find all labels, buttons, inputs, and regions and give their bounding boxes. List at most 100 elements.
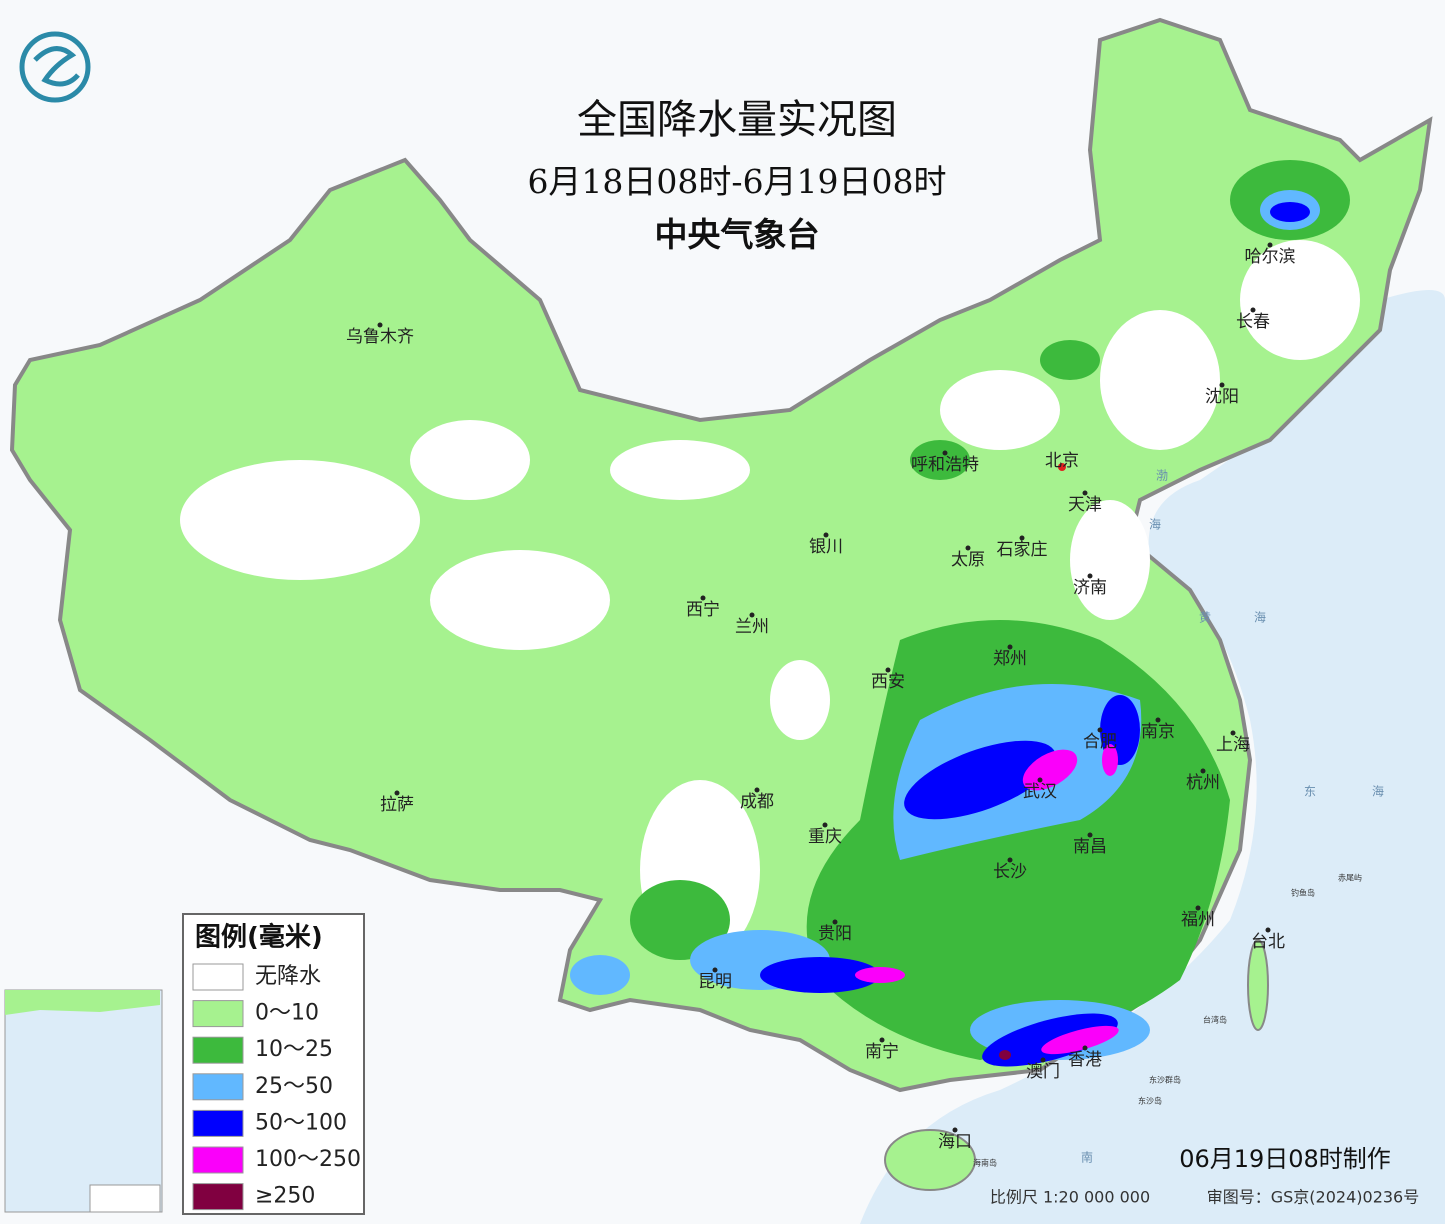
sea [860, 290, 1445, 1224]
legend-swatch [192, 1109, 244, 1137]
city-label: 上海 [1216, 735, 1250, 755]
city-dot [1037, 777, 1043, 783]
city-label: 长春 [1236, 312, 1270, 332]
city-label: 呼和浩特 [911, 455, 979, 475]
legend-label: 0～10 [255, 1001, 319, 1026]
city-label: 香港 [1068, 1050, 1102, 1070]
city-label: 成都 [740, 792, 774, 812]
city-label: 济南 [1073, 578, 1107, 598]
legend-swatch [192, 1183, 244, 1211]
legend-title: 图例(毫米) [195, 922, 323, 953]
city-dot [879, 1037, 885, 1043]
city-label: 长沙 [993, 862, 1027, 882]
legend-label: 25～50 [255, 1074, 333, 1099]
city-dot [1058, 463, 1066, 471]
city-dot [1195, 905, 1201, 911]
city-dot [754, 787, 760, 793]
city-label: 南宁 [865, 1042, 899, 1062]
city-label: 乌鲁木齐 [346, 327, 414, 347]
city-label: 西宁 [686, 600, 720, 620]
city-dot [749, 612, 755, 618]
city-dot [1097, 727, 1103, 733]
city-dot [1019, 535, 1025, 541]
city-label: 南京 [1141, 722, 1175, 742]
city-label: 拉萨 [380, 795, 414, 815]
city-dot [885, 667, 891, 673]
island-label: 赤尾屿 [1338, 874, 1362, 883]
city-dot [394, 790, 400, 796]
city-label: 台北 [1251, 932, 1285, 952]
city-label: 南昌 [1073, 837, 1107, 857]
city-label: 重庆 [808, 827, 842, 847]
city-label: 昆明 [698, 972, 732, 992]
legend-swatch [192, 1146, 244, 1174]
city-label: 贵阳 [818, 924, 852, 944]
city-dot [1155, 717, 1161, 723]
city-label: 福州 [1181, 910, 1215, 930]
city-label: 杭州 [1186, 773, 1220, 793]
city-label: 沈阳 [1205, 387, 1239, 407]
legend: 图例(毫米) 无降水 0～10 10～25 25～50 50～100 100～250 ≥25… [182, 913, 365, 1215]
sea-label: 南 [1081, 1150, 1093, 1165]
rain-100-250 [855, 744, 1119, 1055]
title: 全国降水量实况图 [577, 97, 897, 143]
legend-label: 无降水 [255, 964, 321, 989]
city-dot [1230, 730, 1236, 736]
city-dot [1250, 307, 1256, 313]
city-dot [1219, 382, 1225, 388]
city-dot [1200, 768, 1206, 774]
city-dot [1007, 644, 1013, 650]
island-label: 台湾岛 [1203, 1015, 1227, 1025]
city-dot [712, 967, 718, 973]
city-dot [952, 1127, 958, 1133]
hainan [884, 1129, 976, 1191]
city-label: 兰州 [735, 617, 769, 637]
made-time: 06月19日08时制作 [1179, 1145, 1391, 1173]
city-label: 天津 [1068, 495, 1102, 515]
legend-label: 10～25 [255, 1037, 333, 1062]
city-label: 海口 [938, 1132, 972, 1152]
sea-label: 东 [1304, 785, 1316, 799]
city-dot [700, 595, 706, 601]
sea-label: 渤 [1156, 469, 1168, 483]
sea-label: 海 [1372, 784, 1384, 799]
city-dot [1087, 832, 1093, 838]
city-dot [1082, 1045, 1088, 1051]
taiwan [1247, 939, 1269, 1031]
legend-swatch [192, 1073, 244, 1101]
city-label: 北京 [1045, 451, 1079, 471]
city-dot [1082, 490, 1088, 496]
island-label: 东沙群岛 [1149, 1075, 1181, 1085]
city-dot [1267, 242, 1273, 248]
city-dot [965, 545, 971, 551]
agency: 中央气象台 [655, 215, 820, 254]
island-label: 东沙岛 [1138, 1096, 1162, 1106]
legend-label: ≥250 [255, 1184, 315, 1209]
rain-over-250 [999, 1050, 1011, 1060]
scale: 比例尺 1:20 000 000 [990, 1188, 1150, 1207]
city-label: 石家庄 [997, 540, 1048, 560]
city-label: 银川 [809, 537, 843, 557]
island-label: 钓鱼岛 [1291, 888, 1315, 898]
city-label: 郑州 [993, 649, 1027, 669]
city-label: 武汉 [1023, 782, 1057, 802]
legend-label: 50～100 [255, 1110, 347, 1135]
city-label: 合肥 [1083, 732, 1117, 752]
city-label: 西安 [871, 672, 905, 692]
south-sea-inset [4, 989, 163, 1213]
city-dot [377, 322, 383, 328]
review-number: 审图号：GS京(2024)0236号 [1207, 1188, 1419, 1207]
city-dot [1087, 573, 1093, 579]
legend-swatch [192, 1000, 244, 1028]
city-dot [832, 919, 838, 925]
city-label: 澳门 [1026, 1062, 1060, 1082]
legend-swatch [192, 1036, 244, 1064]
city-dot [823, 532, 829, 538]
legend-swatch [192, 963, 244, 991]
city-dot [1007, 857, 1013, 863]
legend-label: 100～250 [255, 1147, 361, 1172]
city-dot [942, 450, 948, 456]
city-label: 哈尔滨 [1245, 247, 1296, 267]
island-label: 海南岛 [973, 1158, 997, 1168]
